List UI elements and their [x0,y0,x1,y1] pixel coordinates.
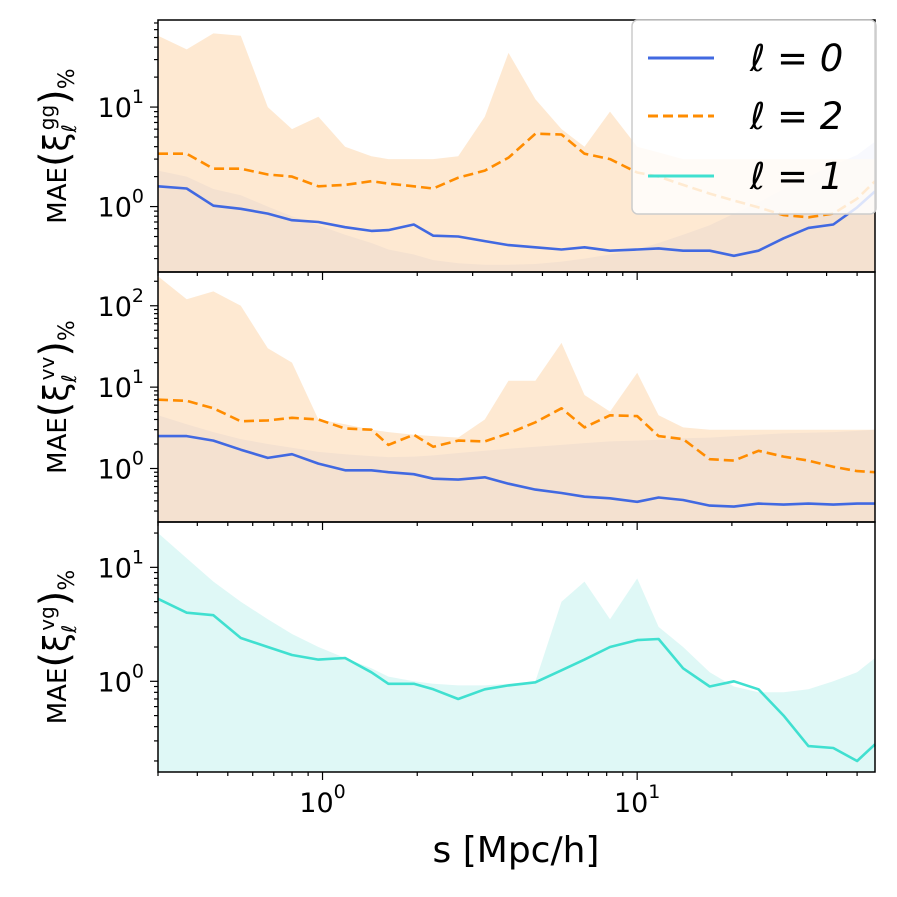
panel-bottom-lines [157,597,876,763]
legend: ℓ = 0 ℓ = 2 ℓ = 1 [631,19,877,215]
panel-bottom: 100 101 100 101 MAE(ξℓvg)% [32,521,876,819]
series-line-top-1 [158,132,876,219]
x-tick-label-0: 100 [299,781,345,819]
series-line-middle-0 [158,434,875,508]
y-tick-label-middle-0: 100 [98,447,144,485]
legend-entry-l1: ℓ = 1 [648,155,843,198]
panel-bottom-xticks: 100 101 [157,772,858,819]
band-bottom-0 [158,533,875,772]
x-axis-label: s [Mpc/h] [433,830,600,871]
panel-middle: 100 101 102 MAE(ξℓvv)% [32,271,876,530]
y-tick-label-top-0: 100 [98,186,144,224]
panel-middle-lines [157,398,876,508]
panel-bottom-ylabel: MAE(ξℓvg)% [32,570,81,725]
y-tick-label-middle-2: 102 [98,285,144,323]
legend-entry-l0: ℓ = 0 [648,37,843,80]
y-tick-label-bottom-0: 100 [98,660,144,698]
panel-bottom-bands [158,533,875,772]
x-tick-label-1: 101 [614,781,660,819]
legend-label-l0: ℓ = 0 [749,37,843,80]
panel-middle-yticks: 100 101 102 [98,280,858,530]
legend-label-l2: ℓ = 2 [749,95,843,138]
legend-label-l1: ℓ = 1 [749,155,843,198]
panel-middle-bands [158,276,875,522]
band-middle-1 [158,276,875,522]
y-tick-label-middle-1: 101 [98,366,144,404]
y-tick-label-top-1: 101 [98,86,144,124]
panel-bottom-yticks: 100 101 [98,532,158,762]
series-line-bottom-0 [157,597,876,763]
series-line-middle-1 [157,398,876,474]
panel-top-ylabel: MAE(ξℓgg)% [32,68,81,223]
legend-entry-l2: ℓ = 2 [648,95,843,138]
panel-top-yticks: 100 101 [98,22,858,280]
panel-middle-ylabel: MAE(ξℓvv)% [32,320,81,474]
panel-top-lines [157,132,876,258]
series-line-top-0 [157,185,876,258]
legend-box [631,19,877,215]
y-tick-label-bottom-1: 101 [98,546,144,584]
